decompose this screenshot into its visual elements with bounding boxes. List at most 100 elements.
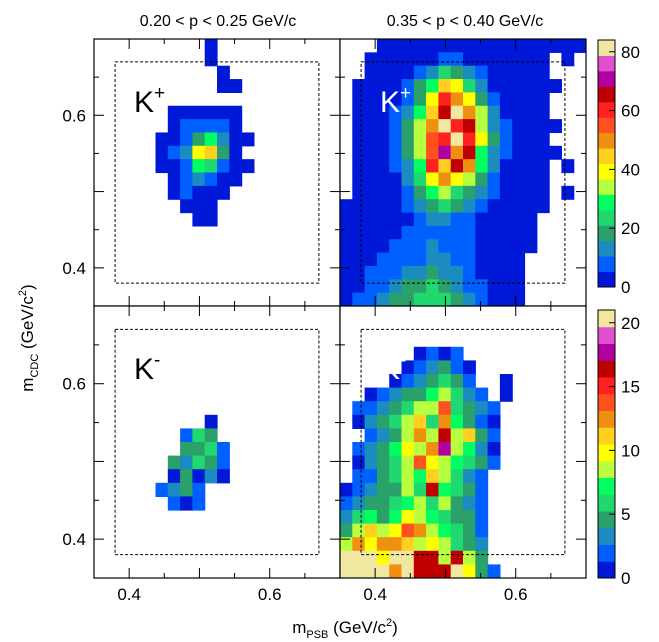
heatmap-cell: [536, 132, 550, 147]
heatmap-cell: [217, 119, 230, 134]
heatmap-cell: [192, 172, 206, 187]
heatmap-cell: [413, 387, 427, 402]
y-axis-label: mCDC (GeV/c2): [17, 284, 41, 391]
heatmap-cell: [475, 564, 489, 578]
heatmap-cell: [340, 564, 353, 578]
heatmap-cell: [389, 523, 403, 538]
heatmap-cell: [487, 105, 501, 120]
heatmap-cell: [389, 145, 403, 160]
heatmap-cell: [401, 537, 415, 552]
heatmap-cell: [364, 442, 378, 457]
heatmap-cell: [512, 252, 526, 267]
heatmap-cell: [524, 79, 538, 93]
panel-bottom-right: K- 0.4 0.6: [339, 305, 587, 604]
heatmap-cell: [475, 119, 489, 134]
heatmap-cell: [204, 199, 218, 214]
heatmap-cell: [217, 469, 230, 484]
heatmap-cell: [450, 523, 464, 538]
heatmap-cell: [512, 79, 526, 93]
heatmap-cell: [413, 360, 427, 375]
heatmap-cell: [192, 145, 206, 160]
heatmap-cell: [426, 482, 439, 497]
heatmap-cell: [463, 496, 476, 511]
heatmap-cell: [364, 159, 378, 174]
heatmap-cell: [438, 159, 452, 174]
heatmap-cell: [352, 185, 366, 200]
heatmap-cell: [475, 132, 489, 147]
heatmap-cell: [475, 428, 489, 443]
heatmap-cell: [389, 414, 403, 429]
heatmap-cell: [487, 52, 501, 67]
colorbar-swatch: [598, 70, 615, 87]
heatmap-cell: [340, 252, 353, 267]
heatmap-cell: [487, 145, 501, 160]
heatmap-cell: [426, 387, 439, 402]
heatmap-cell: [475, 239, 489, 254]
heatmap-cell: [192, 442, 206, 457]
heatmap-cell: [413, 145, 427, 160]
heatmap-cells: [340, 39, 586, 306]
heatmap-cell: [463, 199, 476, 214]
colorbar-swatch: [598, 343, 615, 361]
heatmap-cell: [561, 52, 575, 67]
heatmap-cell: [487, 428, 501, 443]
heatmap-cell: [413, 550, 427, 565]
heatmap-cell: [352, 252, 366, 267]
heatmap-cell: [376, 523, 390, 538]
heatmap-cell: [167, 132, 181, 147]
heatmap-cell: [512, 92, 526, 107]
colorbar-swatch: [598, 326, 615, 344]
heatmap-cell: [573, 39, 586, 53]
heatmap-cell: [364, 482, 378, 497]
heatmap-cell: [376, 185, 390, 200]
heatmap-cell: [340, 523, 353, 538]
heatmap-cell: [450, 79, 464, 93]
heatmap-cell: [376, 550, 390, 565]
heatmap-cell: [487, 79, 501, 93]
colorbar-tick-label: 5: [621, 505, 630, 524]
heatmap-cells: [155, 414, 230, 511]
heatmap-cell: [413, 252, 427, 267]
heatmap-cell: [401, 252, 415, 267]
heatmap-cell: [364, 428, 378, 443]
heatmap-cell: [229, 119, 243, 134]
heatmap-cell: [229, 159, 243, 174]
heatmap-cell: [401, 401, 415, 416]
heatmap-cell: [438, 414, 452, 429]
heatmap-cell: [426, 279, 439, 294]
heatmap-cell: [426, 159, 439, 174]
heatmap-cell: [340, 292, 353, 306]
heatmap-cell: [389, 65, 403, 80]
heatmap-cell: [413, 79, 427, 93]
heatmap-cell: [389, 52, 403, 67]
heatmap-cell: [376, 401, 390, 416]
heatmap-cell: [426, 105, 439, 120]
heatmap-cell: [512, 39, 526, 53]
heatmap-cell: [167, 119, 181, 134]
heatmap-cell: [413, 65, 427, 80]
heatmap-cell: [204, 52, 218, 67]
heatmap-cell: [438, 39, 452, 53]
heatmap-cell: [389, 119, 403, 134]
heatmap-cell: [389, 428, 403, 443]
heatmap-cell: [450, 252, 464, 267]
colorbar-swatch: [598, 40, 615, 56]
heatmap-cell: [475, 414, 489, 429]
heatmap-cell: [438, 79, 452, 93]
heatmap-cell: [512, 172, 526, 187]
heatmap-cell: [463, 550, 476, 565]
heatmap-cell: [364, 132, 378, 147]
heatmap-cell: [450, 239, 464, 254]
heatmap-cell: [450, 212, 464, 227]
heatmap-cell: [204, 442, 218, 457]
heatmap-cell: [438, 564, 452, 578]
heatmap-cell: [413, 92, 427, 107]
particle-label: K-: [380, 350, 406, 386]
heatmap-cell: [352, 92, 366, 107]
heatmap-cell: [426, 550, 439, 565]
heatmap-cell: [340, 212, 353, 227]
heatmap-cell: [426, 401, 439, 416]
heatmap-cell: [438, 239, 452, 254]
heatmap-cell: [463, 374, 476, 389]
colorbar-swatch: [598, 271, 615, 288]
